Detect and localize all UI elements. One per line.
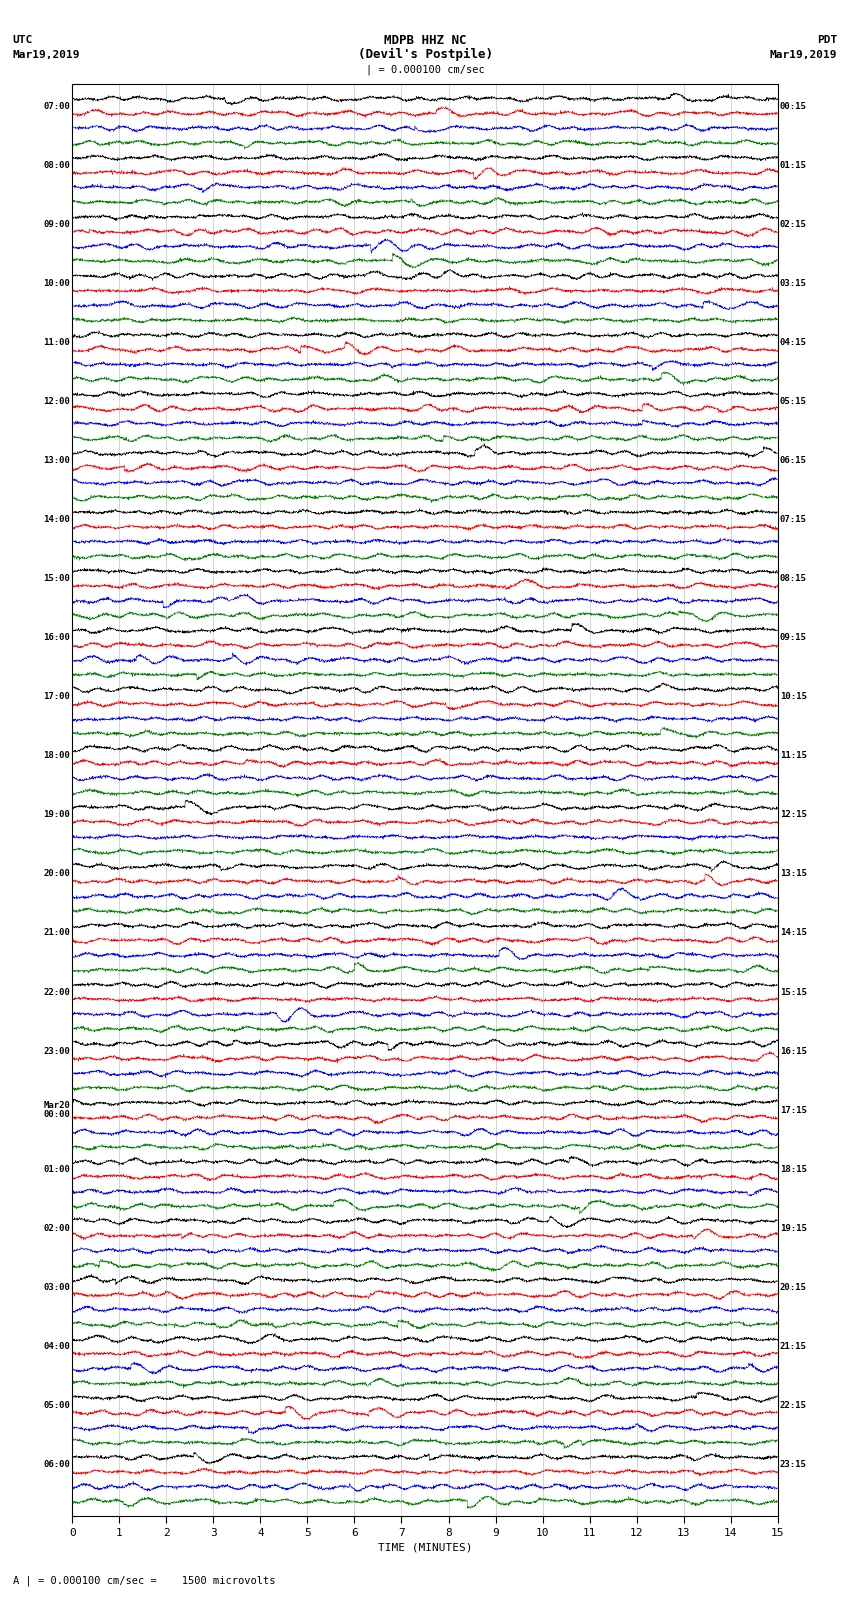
Text: 20:00: 20:00 (43, 869, 71, 879)
Text: 21:00: 21:00 (43, 929, 71, 937)
Text: 23:15: 23:15 (779, 1460, 807, 1469)
Text: 03:00: 03:00 (43, 1282, 71, 1292)
Text: 17:15: 17:15 (779, 1105, 807, 1115)
Text: 22:15: 22:15 (779, 1402, 807, 1410)
Text: 05:15: 05:15 (779, 397, 807, 406)
Text: 10:00: 10:00 (43, 279, 71, 287)
Text: 21:15: 21:15 (779, 1342, 807, 1352)
Text: 12:00: 12:00 (43, 397, 71, 406)
Text: 10:15: 10:15 (779, 692, 807, 702)
Text: 16:00: 16:00 (43, 634, 71, 642)
Text: 14:15: 14:15 (779, 929, 807, 937)
Text: A | = 0.000100 cm/sec =    1500 microvolts: A | = 0.000100 cm/sec = 1500 microvolts (13, 1576, 275, 1586)
Text: 09:15: 09:15 (779, 634, 807, 642)
Text: 06:15: 06:15 (779, 456, 807, 465)
Text: 16:15: 16:15 (779, 1047, 807, 1055)
Text: 20:15: 20:15 (779, 1282, 807, 1292)
Text: (Devil's Postpile): (Devil's Postpile) (358, 48, 492, 61)
Text: 01:00: 01:00 (43, 1165, 71, 1174)
Text: 01:15: 01:15 (779, 161, 807, 169)
Text: UTC: UTC (13, 35, 33, 45)
Text: 11:15: 11:15 (779, 752, 807, 760)
Text: 05:00: 05:00 (43, 1402, 71, 1410)
Text: 18:15: 18:15 (779, 1165, 807, 1174)
Text: 08:15: 08:15 (779, 574, 807, 582)
Text: Mar20
00:00: Mar20 00:00 (43, 1100, 71, 1119)
Text: 08:00: 08:00 (43, 161, 71, 169)
Text: 07:15: 07:15 (779, 515, 807, 524)
Text: PDT: PDT (817, 35, 837, 45)
Text: 13:00: 13:00 (43, 456, 71, 465)
Text: 14:00: 14:00 (43, 515, 71, 524)
Text: 13:15: 13:15 (779, 869, 807, 879)
Text: 06:00: 06:00 (43, 1460, 71, 1469)
Text: 07:00: 07:00 (43, 102, 71, 111)
Text: 04:00: 04:00 (43, 1342, 71, 1352)
Text: 19:00: 19:00 (43, 810, 71, 819)
Text: 18:00: 18:00 (43, 752, 71, 760)
Text: MDPB HHZ NC: MDPB HHZ NC (383, 34, 467, 47)
Text: 12:15: 12:15 (779, 810, 807, 819)
Text: 09:00: 09:00 (43, 219, 71, 229)
Text: 04:15: 04:15 (779, 337, 807, 347)
X-axis label: TIME (MINUTES): TIME (MINUTES) (377, 1542, 473, 1552)
Text: Mar19,2019: Mar19,2019 (770, 50, 837, 60)
Text: 22:00: 22:00 (43, 987, 71, 997)
Text: 02:00: 02:00 (43, 1224, 71, 1232)
Text: 15:15: 15:15 (779, 987, 807, 997)
Text: 00:15: 00:15 (779, 102, 807, 111)
Text: 19:15: 19:15 (779, 1224, 807, 1232)
Text: | = 0.000100 cm/sec: | = 0.000100 cm/sec (366, 65, 484, 74)
Text: 15:00: 15:00 (43, 574, 71, 582)
Text: 03:15: 03:15 (779, 279, 807, 287)
Text: Mar19,2019: Mar19,2019 (13, 50, 80, 60)
Text: 17:00: 17:00 (43, 692, 71, 702)
Text: 11:00: 11:00 (43, 337, 71, 347)
Text: 02:15: 02:15 (779, 219, 807, 229)
Text: 23:00: 23:00 (43, 1047, 71, 1055)
